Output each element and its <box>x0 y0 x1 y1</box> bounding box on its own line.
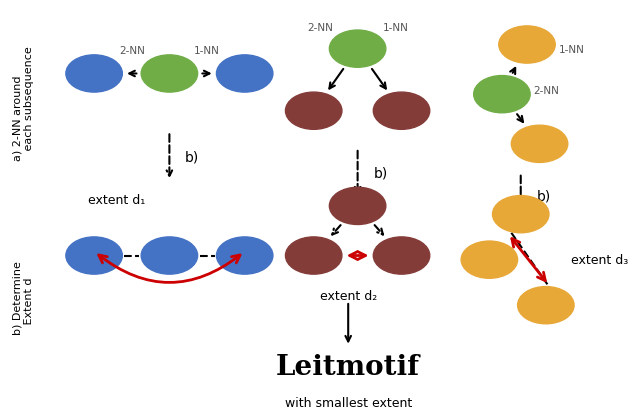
FancyArrowPatch shape <box>99 255 240 283</box>
Circle shape <box>518 287 574 324</box>
Circle shape <box>216 56 273 93</box>
FancyArrowPatch shape <box>349 252 365 260</box>
Text: b): b) <box>373 166 388 180</box>
Text: b): b) <box>536 189 550 203</box>
Text: 2-NN: 2-NN <box>119 46 145 56</box>
Circle shape <box>461 242 518 279</box>
Circle shape <box>493 196 549 233</box>
Text: 1-NN: 1-NN <box>382 23 408 33</box>
Text: 1-NN: 1-NN <box>194 46 220 56</box>
Text: extent d₂: extent d₂ <box>319 289 377 302</box>
Circle shape <box>330 31 386 68</box>
Circle shape <box>216 237 273 275</box>
Text: with smallest extent: with smallest extent <box>285 396 412 409</box>
Text: Leitmotif: Leitmotif <box>276 353 420 380</box>
Circle shape <box>373 93 430 130</box>
Text: b) Determine
   Extent d: b) Determine Extent d <box>13 260 34 334</box>
Circle shape <box>66 237 122 275</box>
Text: extent d₃: extent d₃ <box>571 254 628 266</box>
FancyArrowPatch shape <box>512 239 545 281</box>
Text: 2-NN: 2-NN <box>307 23 333 33</box>
Circle shape <box>373 237 430 275</box>
Circle shape <box>141 56 198 93</box>
Circle shape <box>285 237 342 275</box>
Circle shape <box>285 93 342 130</box>
Circle shape <box>330 188 386 225</box>
Text: a) 2-NN around
   each subsequence: a) 2-NN around each subsequence <box>13 46 34 160</box>
Circle shape <box>511 126 568 163</box>
Circle shape <box>66 56 122 93</box>
Text: 2-NN: 2-NN <box>533 86 559 96</box>
Circle shape <box>499 27 556 64</box>
Text: 1-NN: 1-NN <box>558 45 584 55</box>
Text: b): b) <box>185 150 199 164</box>
Text: extent d₁: extent d₁ <box>88 193 145 206</box>
Circle shape <box>474 76 530 114</box>
Circle shape <box>141 237 198 275</box>
